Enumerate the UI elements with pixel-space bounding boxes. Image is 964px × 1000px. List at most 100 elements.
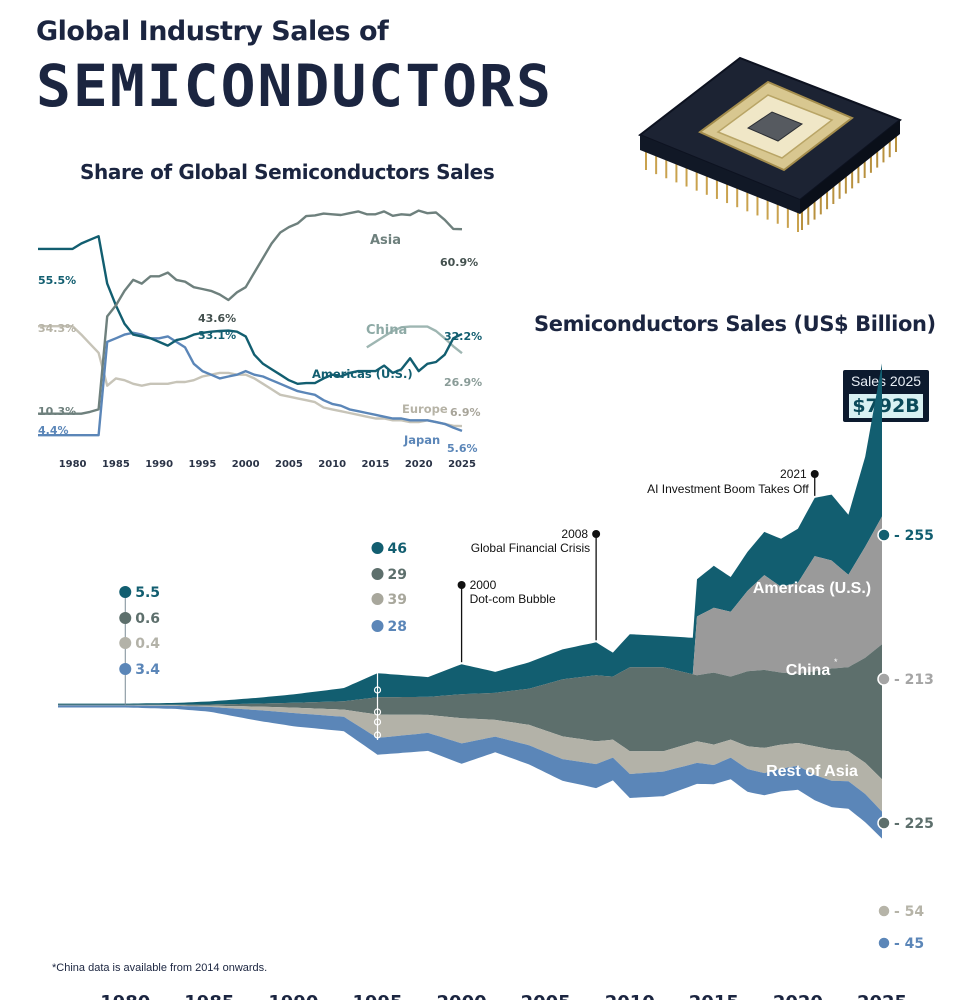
end-value-dot-1 [877,672,891,686]
start-value-dot-1 [119,612,132,624]
area-americas [58,363,882,705]
sales-2025-badge: Sales 2025 $792B [843,370,929,422]
annotation-year-2008: 2008 [561,527,588,541]
sales-x-tick-1995: 1995 [352,992,402,1000]
share-series-name-japan: Japan [403,433,440,447]
share-x-tick-2015: 2015 [362,459,390,470]
share-series-name-china: China [366,323,407,338]
mid-value-label-3: 28 [388,619,407,635]
china-footnote-mark: * [834,657,838,667]
mid-value-marker-3 [373,731,382,739]
mid-value-label-2: 39 [388,592,407,608]
area-europe [58,705,882,812]
start-value-label-3: 3.4 [135,662,160,678]
annotation-dot-2000 [457,581,466,589]
share-line-asia [38,209,463,415]
mid-value-dot-0 [371,542,384,554]
annotation-text-2021: AI Investment Boom Takes Off [647,482,809,496]
annotation-dot-2021 [810,470,819,478]
share-x-tick-2025: 2025 [448,459,476,470]
sales-x-tick-2005: 2005 [521,992,571,1000]
end-value-label-3: - 54 [894,904,924,920]
mid-value-marker-0 [373,686,382,694]
sales-x-tick-1980: 1980 [100,992,150,1000]
sales-x-tick-1985: 1985 [184,992,234,1000]
area-japan [58,705,882,839]
share-start-label-europe: 34.3% [38,322,76,335]
share-mid-label-asia: 43.6% [198,312,236,325]
sales-x-tick-2010: 2010 [605,992,655,1000]
end-value-label-1: - 213 [894,672,934,688]
share-x-tick-2000: 2000 [232,459,260,470]
end-value-label-0: - 255 [894,528,934,544]
mid-value-marker-2 [373,718,382,726]
share-x-tick-2005: 2005 [275,459,303,470]
start-value-label-0: 5.5 [135,585,160,601]
share-series-name-asia: Asia [370,233,401,248]
end-value-dot-4 [877,936,891,950]
share-start-label-japan: 4.4% [38,424,69,437]
share-mid-label-americas: 33.1% [198,329,236,342]
share-series-name-europe: Europe [402,402,448,416]
mid-value-dot-2 [371,593,384,605]
area-label-europe: Europe [808,829,856,845]
start-value-dot-2 [119,637,132,649]
area-china [58,516,882,705]
share-line-europe [38,325,463,428]
share-end-label-americas: 32.2% [444,330,482,343]
sales-x-tick-2025: 2025 [857,992,907,1000]
share-series-name-americas: Americas (U.S.) [312,367,413,381]
mid-value-label-0: 46 [388,541,407,557]
area-label-china: China [786,662,831,679]
annotation-text-2000: Dot-com Bubble [470,592,556,606]
share-x-tick-1990: 1990 [145,459,173,470]
start-value-label-2: 0.4 [135,636,160,652]
badge-label: Sales 2025 [850,373,922,389]
sales-x-tick-1990: 1990 [268,992,318,1000]
share-line-americas-u-s- [38,235,463,385]
share-x-tick-1985: 1985 [102,459,130,470]
sales-x-tick-2015: 2015 [689,992,739,1000]
footnote: *China data is available from 2014 onwar… [52,962,268,974]
area-label-japan: Japan [811,863,854,880]
annotation-year-2021: 2021 [780,467,807,481]
area-label-americas: Americas (U.S.) [753,580,871,597]
share-line-china [366,325,463,355]
end-value-label-2: - 225 [894,816,934,832]
end-value-label-4: - 45 [894,936,924,952]
share-start-label-asia: 10.3% [38,405,76,418]
sales-chart-title: Semiconductors Sales (US$ Billion) [534,312,936,336]
area-label-rest-of-asia: Rest of Asia [766,763,858,780]
area-rest-of-asia [58,644,882,780]
share-end-label-asia: 60.9% [440,256,478,269]
share-end-label-china: 26.9% [444,376,482,389]
title-small: Global Industry Sales of [36,16,389,47]
share-x-tick-1995: 1995 [188,459,216,470]
share-end-label-europe: 6.9% [450,406,481,419]
end-value-dot-3 [877,904,891,918]
badge-value: $792B [849,394,923,418]
sales-x-tick-2000: 2000 [437,992,487,1000]
share-end-label-japan: 5.6% [447,442,478,455]
sales-x-tick-2020: 2020 [773,992,823,1000]
title-big: SEMICONDUCTORS [36,52,553,120]
end-value-dot-2 [877,816,891,830]
end-value-dot-0 [877,528,891,542]
share-chart-title: Share of Global Semiconductors Sales [80,160,495,184]
mid-value-marker-1 [373,708,382,716]
annotation-year-2000: 2000 [470,578,497,592]
start-value-dot-3 [119,663,132,675]
share-x-tick-1980: 1980 [59,459,87,470]
mid-value-label-1: 29 [388,567,407,583]
share-x-tick-2010: 2010 [318,459,346,470]
start-value-dot-0 [119,586,132,598]
share-line-japan [38,331,463,437]
mid-value-dot-1 [371,568,384,580]
mid-value-dot-3 [371,620,384,632]
annotation-dot-2008 [592,530,601,538]
start-value-label-1: 0.6 [135,611,160,627]
share-x-tick-2020: 2020 [405,459,433,470]
